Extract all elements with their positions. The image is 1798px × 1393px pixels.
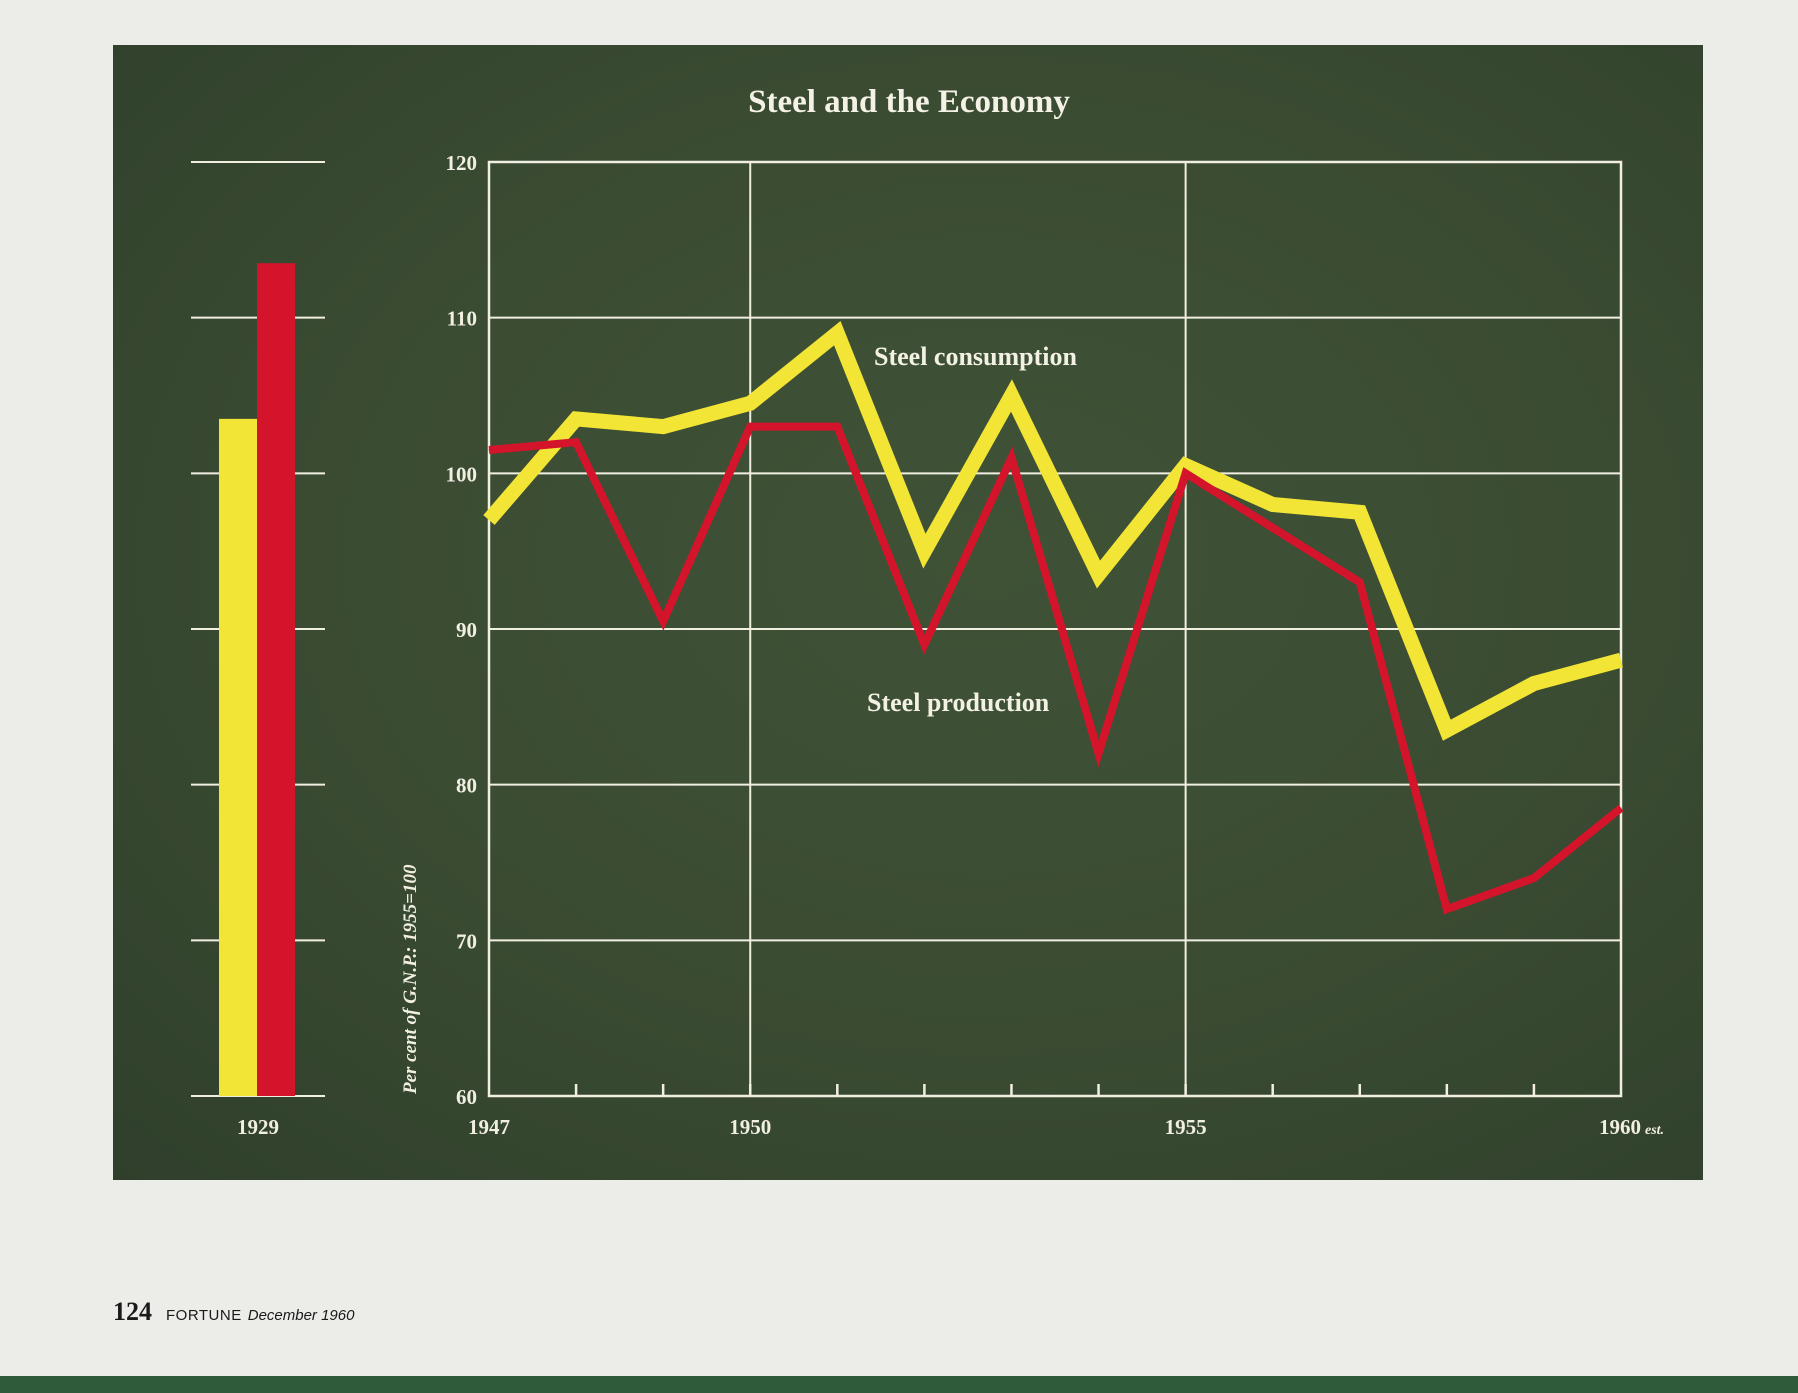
chart-title: Steel and the Economy bbox=[748, 84, 1070, 120]
data-point-steel-consumption-1957 bbox=[1359, 511, 1361, 513]
chart-svg: Steel and the Economy 60 70 80 90 100 110 120 1… bbox=[191, 84, 1664, 1139]
data-point-steel-production-1953 bbox=[1010, 457, 1012, 459]
x-tick-label-1960: 1960 bbox=[1599, 1115, 1641, 1139]
data-point-steel-production-1959 bbox=[1533, 877, 1535, 879]
data-point-steel-consumption-1948 bbox=[575, 418, 577, 420]
data-point-steel-production-1947 bbox=[488, 449, 490, 451]
data-point-steel-production-1949 bbox=[662, 620, 664, 622]
data-point-steel-production-1957 bbox=[1359, 581, 1361, 583]
x-tick-label-1950: 1950 bbox=[729, 1115, 771, 1139]
series-line-steel-consumption bbox=[483, 320, 1623, 741]
y-axis-label: Per cent of G.N.P.: 1955=100 bbox=[400, 864, 421, 1095]
labels-layer: 60 70 80 90 100 110 120 1947 1950 1955 1960 est. 192… bbox=[237, 151, 1664, 1139]
y-tick-label-70: 70 bbox=[456, 929, 477, 953]
issue-date: December 1960 bbox=[247, 1307, 355, 1324]
data-point-steel-production-1956 bbox=[1272, 527, 1274, 529]
data-point-steel-production-1960 bbox=[1620, 807, 1622, 809]
data-point-steel-production-1954 bbox=[1098, 753, 1100, 755]
data-point-steel-production-1950 bbox=[749, 426, 751, 428]
bottom-strip bbox=[0, 1376, 1798, 1393]
data-point-steel-production-1955 bbox=[1185, 472, 1187, 474]
data-point-steel-consumption-1959 bbox=[1533, 682, 1535, 684]
data-point-steel-production-1958 bbox=[1446, 908, 1448, 910]
y-tick-label-80: 80 bbox=[456, 774, 477, 798]
bar-1929-steel-production bbox=[257, 263, 295, 1096]
y-tick-label-90: 90 bbox=[456, 618, 477, 642]
bars-layer bbox=[219, 263, 295, 1097]
x-tick-label-1955: 1955 bbox=[1165, 1115, 1207, 1139]
data-point-steel-consumption-1947 bbox=[488, 519, 490, 521]
data-point-steel-consumption-1960 bbox=[1620, 659, 1622, 661]
chart-panel: Steel and the Economy 60 70 80 90 100 110 120 1… bbox=[113, 45, 1703, 1180]
data-point-steel-consumption-1950 bbox=[749, 402, 751, 404]
x-tick-label-1947: 1947 bbox=[468, 1115, 510, 1139]
y-tick-label-60: 60 bbox=[456, 1085, 477, 1109]
label-steel-consumption: Steel consumption bbox=[874, 342, 1078, 371]
data-point-steel-consumption-1956 bbox=[1272, 503, 1274, 505]
data-point-steel-consumption-1949 bbox=[662, 426, 664, 428]
magazine-name: FORTUNE bbox=[166, 1307, 242, 1324]
label-steel-production: Steel production bbox=[867, 688, 1050, 717]
data-point-steel-consumption-1953 bbox=[1010, 395, 1012, 396]
data-point-steel-consumption-1958 bbox=[1446, 729, 1448, 731]
series-line-steel-production bbox=[488, 422, 1624, 915]
bar-1929-steel-consumption bbox=[219, 418, 257, 1097]
data-point-steel-consumption-1951 bbox=[836, 332, 838, 334]
page-footer: 124 FORTUNE December 1960 bbox=[113, 1297, 354, 1327]
y-tick-label-110: 110 bbox=[447, 307, 477, 331]
data-point-steel-production-1952 bbox=[923, 644, 925, 646]
data-point-steel-consumption-1952 bbox=[923, 550, 925, 552]
data-point-steel-consumption-1955 bbox=[1185, 465, 1187, 467]
grid-layer bbox=[191, 160, 1623, 1098]
y-tick-label-120: 120 bbox=[446, 151, 478, 175]
data-point-steel-production-1948 bbox=[575, 441, 577, 443]
page-number: 124 bbox=[113, 1297, 152, 1326]
data-point-steel-production-1951 bbox=[836, 426, 838, 428]
y-tick-label-100: 100 bbox=[446, 462, 478, 486]
bar-category-label-1929: 1929 bbox=[237, 1115, 279, 1139]
x-tick-suffix: est. bbox=[1645, 1123, 1664, 1138]
data-point-steel-consumption-1954 bbox=[1098, 574, 1100, 576]
lines-layer bbox=[483, 320, 1624, 915]
